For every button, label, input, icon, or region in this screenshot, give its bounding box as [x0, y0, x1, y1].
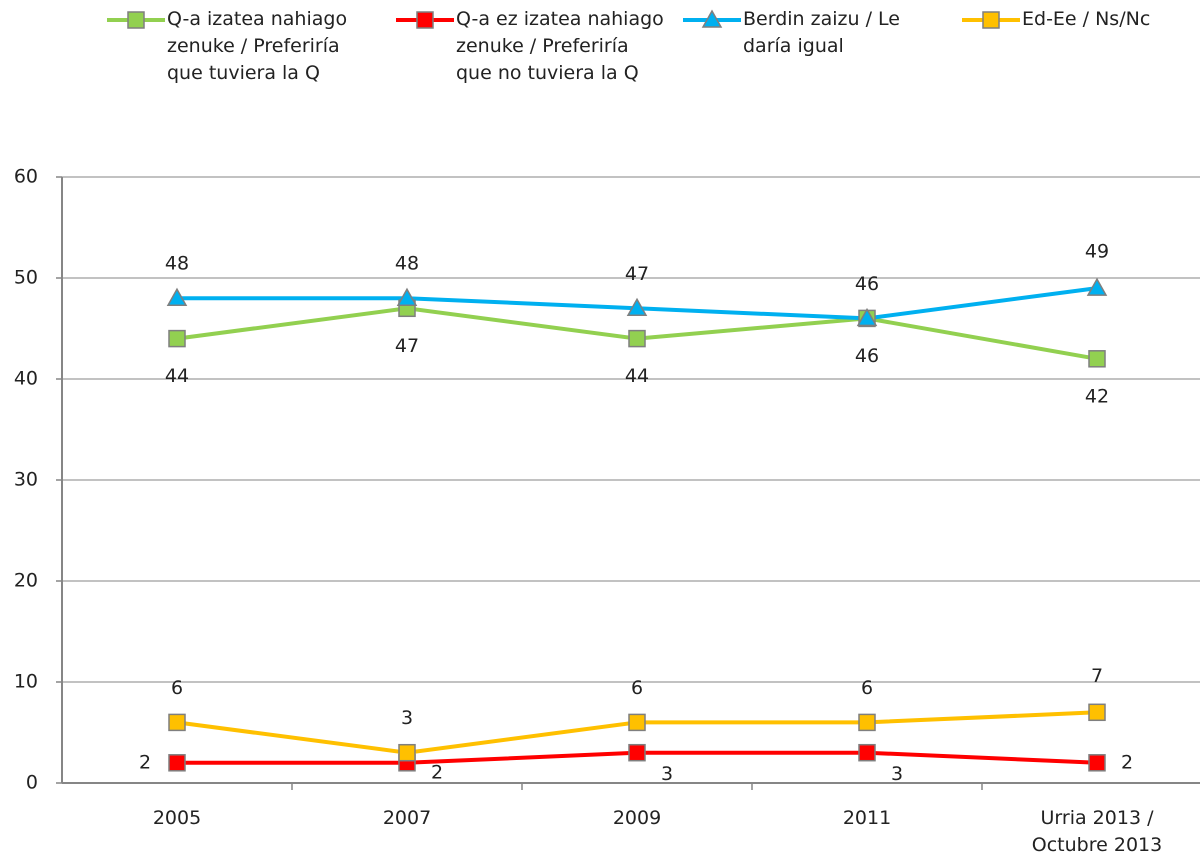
data-label: 3: [661, 763, 673, 785]
data-label: 2: [431, 761, 443, 783]
legend-label: Q-a izatea nahiago zenuke / Preferiría q…: [167, 8, 348, 84]
data-point: [168, 329, 186, 348]
y-tick-label: 50: [14, 267, 38, 289]
data-point: [398, 743, 416, 762]
data-label: 6: [861, 677, 873, 699]
data-label: 49: [1085, 241, 1109, 263]
data-point: [1088, 703, 1106, 722]
y-tick-label: 0: [26, 772, 38, 794]
data-label: 47: [395, 335, 419, 357]
data-label: 44: [165, 365, 189, 387]
data-label: 48: [395, 253, 419, 275]
data-point: [628, 713, 646, 732]
legend-marker: [701, 9, 723, 28]
data-point: [396, 287, 418, 306]
data-label: 6: [171, 677, 183, 699]
data-point: [856, 307, 878, 327]
y-tick-label: 10: [14, 671, 38, 693]
legend-label: Q-a ez izatea nahiago zenuke / Preferirí…: [456, 8, 664, 84]
y-tick-label: 20: [14, 570, 38, 592]
data-point: [628, 329, 646, 348]
data-label: 3: [891, 763, 903, 785]
legend-label: Berdin zaizu / Le daría igual: [743, 8, 900, 57]
y-tick-label: 60: [14, 166, 38, 188]
x-tick-label: 2007: [382, 807, 432, 829]
data-label: 42: [1085, 385, 1109, 407]
legend-marker: [982, 11, 1000, 29]
data-point: [168, 754, 186, 772]
data-point: [626, 297, 648, 317]
data-point: [858, 713, 876, 732]
legend-marker: [127, 11, 145, 29]
x-tick-label: Urria 2013 / Octubre 2013: [1031, 807, 1163, 856]
data-label: 46: [855, 273, 879, 295]
data-point: [628, 743, 646, 762]
legend-marker: [416, 11, 434, 29]
data-point: [166, 287, 188, 306]
data-point: [1088, 754, 1106, 772]
data-label: 3: [401, 707, 413, 729]
y-tick-label: 30: [14, 469, 38, 491]
x-tick-label: 2005: [152, 807, 202, 829]
y-tick-label: 40: [14, 368, 38, 390]
x-tick-label: 2011: [842, 807, 892, 829]
data-label: 6: [631, 677, 643, 699]
legend-label: Ed-Ee / Ns/Nc: [1022, 8, 1151, 30]
data-point: [1086, 277, 1108, 296]
data-label: 44: [625, 365, 649, 387]
data-label: 2: [1121, 751, 1133, 773]
data-point: [858, 743, 876, 762]
data-label: 46: [855, 345, 879, 367]
data-label: 2: [139, 751, 151, 773]
data-label: 47: [625, 263, 649, 285]
x-tick-label: 2009: [612, 807, 662, 829]
data-label: 7: [1091, 665, 1103, 687]
data-label: 48: [165, 253, 189, 275]
data-point: [168, 713, 186, 732]
data-point: [1088, 350, 1106, 368]
